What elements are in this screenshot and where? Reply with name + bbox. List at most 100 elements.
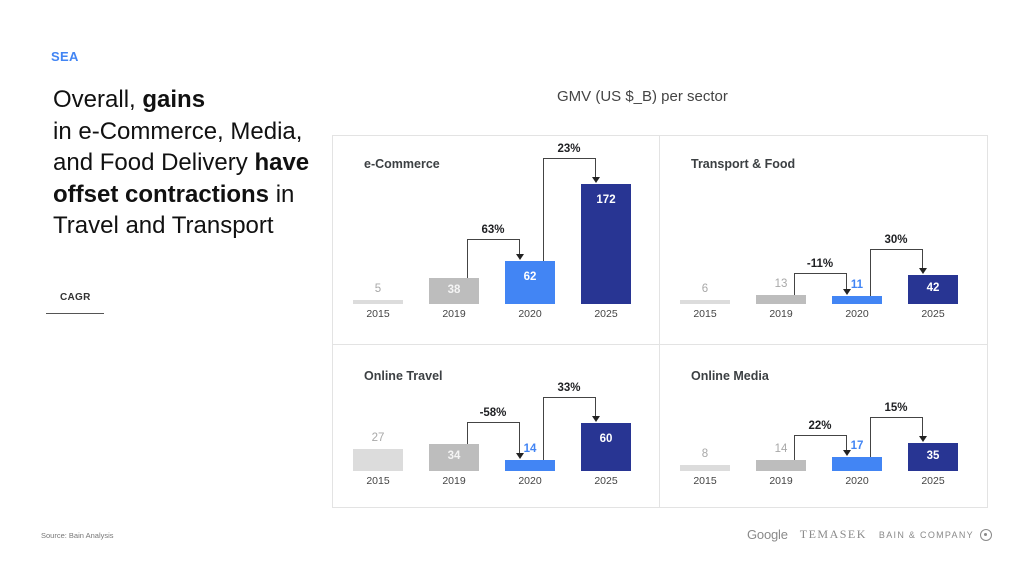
year-label: 2025 bbox=[594, 308, 618, 320]
year-label: 2019 bbox=[442, 475, 466, 487]
cagr-label: 33% bbox=[557, 382, 581, 394]
panel-title: e-Commerce bbox=[364, 157, 440, 171]
cagr-label: 15% bbox=[884, 402, 908, 414]
year-label: 2019 bbox=[769, 308, 793, 320]
bar-value-label: 62 bbox=[523, 270, 537, 283]
bain-circle-icon bbox=[979, 528, 992, 541]
panel-transport-food: Transport & Food 6 2015 13 2019 11 2020 42 2025 -… bbox=[659, 135, 985, 343]
year-label: 2019 bbox=[769, 475, 793, 487]
panel-online-media: Online Media 8 2015 14 2019 17 2020 35 2025 22% 15… bbox=[659, 343, 985, 551]
cagr-label: 63% bbox=[481, 223, 505, 236]
bar-2020 bbox=[832, 296, 882, 304]
cagr-connector-drop bbox=[519, 238, 520, 255]
cagr-connector bbox=[467, 238, 519, 278]
year-label: 2020 bbox=[845, 308, 869, 320]
cagr-legend-label: CAGR bbox=[60, 292, 91, 303]
bar-value-label: 35 bbox=[926, 450, 940, 462]
region-tag: SEA bbox=[51, 49, 79, 64]
bar-2015 bbox=[353, 300, 403, 304]
panel-title: Transport & Food bbox=[691, 157, 796, 171]
bar-2020 bbox=[832, 457, 882, 471]
source-note: Source: Bain Analysis bbox=[41, 531, 114, 540]
year-label: 2025 bbox=[921, 308, 945, 320]
headline-part: Overall, bbox=[53, 86, 143, 113]
year-label: 2015 bbox=[366, 308, 390, 320]
grid-divider-vertical bbox=[659, 136, 660, 507]
bar-value-label: 13 bbox=[774, 277, 788, 290]
cagr-label: 23% bbox=[557, 143, 581, 156]
cagr-connector-drop bbox=[922, 248, 923, 269]
bar-2015 bbox=[680, 464, 730, 471]
bar-2019 bbox=[756, 294, 806, 304]
chart-title: GMV (US $_B) per sector bbox=[0, 88, 1024, 105]
arrow-down-icon bbox=[918, 267, 927, 274]
year-label: 2020 bbox=[518, 475, 542, 487]
headline-part-bold: gains bbox=[142, 86, 206, 113]
bar-value-label: 5 bbox=[374, 283, 382, 295]
year-label: 2015 bbox=[693, 308, 717, 320]
bar-2025 bbox=[581, 423, 631, 471]
arrow-down-icon bbox=[842, 450, 851, 457]
bar-value-label: 34 bbox=[447, 450, 461, 463]
bar-2020 bbox=[505, 260, 555, 304]
year-label: 2019 bbox=[442, 308, 466, 320]
partner-logos: Google TEMASEK BAIN & COMPANY bbox=[747, 527, 992, 542]
panel-online-travel: Online Travel 27 2015 34 2019 14 2020 60 2025 -58… bbox=[332, 343, 658, 551]
grid-divider-horizontal bbox=[333, 344, 987, 345]
arrow-down-icon bbox=[591, 177, 600, 184]
bar-2019 bbox=[429, 277, 479, 304]
bar-value-label: 11 bbox=[850, 279, 864, 292]
bar-value-label: 6 bbox=[701, 282, 709, 295]
cagr-label: -58% bbox=[479, 406, 507, 419]
bar-value-label: 8 bbox=[701, 447, 709, 460]
temasek-logo: TEMASEK bbox=[799, 527, 867, 541]
cagr-label: 22% bbox=[808, 420, 832, 433]
cagr-connector bbox=[543, 397, 595, 460]
cagr-connector-drop bbox=[519, 421, 520, 454]
bar-2025 bbox=[908, 274, 958, 304]
bar-value-label: 14 bbox=[774, 442, 788, 455]
headline-part: in Travel and Transport bbox=[53, 180, 295, 240]
cagr-connector bbox=[870, 417, 922, 458]
bar-2025 bbox=[908, 443, 958, 471]
bar-2019 bbox=[756, 459, 806, 471]
cagr-connector bbox=[870, 248, 922, 297]
bar-value-label: 14 bbox=[523, 442, 537, 455]
bar-value-label: 38 bbox=[447, 283, 461, 296]
bar-value-label: 17 bbox=[850, 440, 864, 453]
panel-title: Online Media bbox=[691, 369, 769, 383]
arrow-down-icon bbox=[591, 416, 600, 422]
cagr-label: -11% bbox=[806, 257, 834, 270]
arrow-down-icon bbox=[515, 253, 524, 260]
bain-logo: BAIN & COMPANY bbox=[878, 529, 974, 540]
bar-2019 bbox=[429, 443, 479, 471]
bar-value-label: 60 bbox=[599, 433, 613, 445]
cagr-label: 30% bbox=[884, 233, 908, 246]
cagr-connector bbox=[794, 272, 846, 295]
cagr-connector bbox=[467, 421, 519, 444]
headline-part: in e-Commerce, Media, and Food Delivery bbox=[53, 117, 303, 177]
bar-value-label: 42 bbox=[926, 282, 940, 295]
year-label: 2015 bbox=[693, 475, 717, 487]
cagr-connector-drop bbox=[846, 272, 847, 291]
arrow-down-icon bbox=[918, 436, 927, 442]
bar-2025 bbox=[581, 184, 631, 304]
cagr-connector-drop bbox=[846, 435, 847, 452]
cagr-connector-drop bbox=[922, 417, 923, 437]
year-label: 2025 bbox=[594, 475, 618, 487]
cagr-connector-drop bbox=[595, 158, 596, 179]
year-label: 2020 bbox=[845, 475, 869, 487]
bar-2015 bbox=[680, 299, 730, 304]
cagr-connector-drop bbox=[595, 397, 596, 417]
cagr-connector bbox=[543, 158, 595, 261]
bar-2015 bbox=[353, 449, 403, 471]
panel-title: Online Travel bbox=[364, 369, 443, 383]
bar-value-label: 172 bbox=[596, 194, 616, 207]
cagr-legend-line bbox=[46, 313, 104, 314]
year-label: 2015 bbox=[366, 475, 390, 487]
arrow-down-icon bbox=[515, 452, 524, 459]
bar-value-label: 27 bbox=[371, 432, 385, 445]
bar-2020 bbox=[505, 459, 555, 471]
headline: Overall, gains in e-Commerce, Media, and… bbox=[53, 84, 323, 242]
panel-e-commerce: e-Commerce 5 2015 38 2019 62 2020 172 2025 63% 23% bbox=[332, 135, 658, 343]
